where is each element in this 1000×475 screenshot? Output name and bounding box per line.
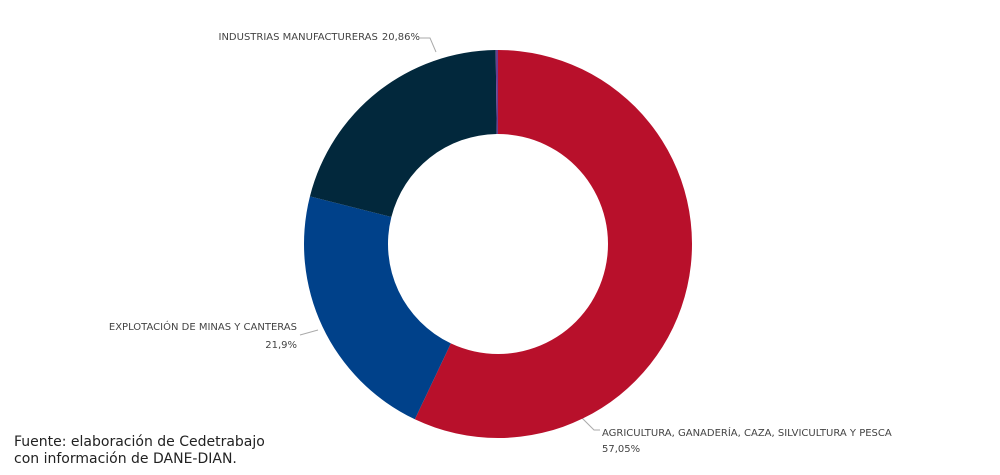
slice-label: INDUSTRIAS MANUFACTURERAS 20,86%	[219, 32, 421, 43]
leader-line	[420, 37, 437, 53]
category-label: AGRICULTURA, GANADERÍA, CAZA, SILVICULTU…	[602, 426, 892, 439]
category-label: EXPLOTACIÓN DE MINAS Y CANTERAS	[109, 320, 297, 333]
leader-line	[581, 417, 600, 431]
source-line: con información de DANE-DIAN.	[14, 451, 237, 467]
value-label: 57,05%	[602, 444, 640, 455]
donut-slice	[303, 196, 451, 420]
source-line: Fuente: elaboración de Cedetrabajo	[14, 434, 265, 450]
value-label: 21,9%	[265, 340, 297, 351]
category-label: INDUSTRIAS MANUFACTURERAS	[219, 32, 378, 43]
donut-slice	[414, 50, 692, 438]
leader-line	[299, 329, 319, 336]
donut-slice	[309, 50, 497, 217]
donut-slice	[495, 50, 498, 135]
value-label: 20,86%	[382, 32, 420, 43]
